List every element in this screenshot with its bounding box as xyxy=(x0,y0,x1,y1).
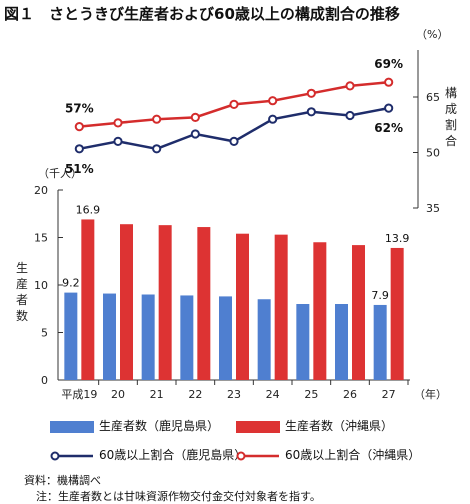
bar-okinawa xyxy=(313,242,327,380)
bar-x-unit: （年） xyxy=(414,387,447,401)
bar-okinawa xyxy=(158,225,172,380)
line-point xyxy=(113,118,123,128)
line-point xyxy=(268,114,278,124)
bar-okinawa xyxy=(236,233,249,380)
bar-kagoshima xyxy=(296,304,310,380)
bar-y-unit: （千人） xyxy=(38,167,82,180)
line-point xyxy=(190,112,200,122)
legend-line-okinawa-icon xyxy=(236,451,279,460)
bar-y-tick-label: 10 xyxy=(34,279,48,292)
bar-okinawa xyxy=(352,245,365,380)
bar-kagoshima xyxy=(335,304,348,380)
line-point xyxy=(190,129,200,139)
bar-y-tick-label: 20 xyxy=(34,184,48,197)
line-y-tick-label: 50 xyxy=(426,147,440,160)
legend-line-kagoshima-icon xyxy=(50,451,93,460)
bar-okinawa xyxy=(274,234,288,380)
line-point xyxy=(384,77,394,87)
line-point xyxy=(384,103,394,113)
bar-kagoshima xyxy=(219,296,232,380)
bar-kagoshima xyxy=(64,292,78,380)
bar-x-tick-label: 24 xyxy=(266,388,280,401)
bar-data-label-last: 7.9 xyxy=(371,289,389,302)
line-point xyxy=(306,88,316,98)
bar-x-tick-label: 26 xyxy=(343,388,357,401)
bar-okinawa xyxy=(81,219,95,380)
data-label-last: 69% xyxy=(374,57,403,71)
bar-x-tick-label: 20 xyxy=(111,388,125,401)
data-label-first: 51% xyxy=(65,162,94,176)
line-y-tick-label: 65 xyxy=(426,91,440,104)
bar-kagoshima xyxy=(257,299,271,380)
bar-kagoshima xyxy=(180,295,194,380)
line-chart: 35 50 65 （%） 構成割合 51% 62% 57% 69% xyxy=(65,28,457,215)
legend-bar-kagoshima: 生産者数（鹿児島県） xyxy=(50,417,219,434)
legend-bar-okinawa: 生産者数（沖縄県） xyxy=(236,417,393,434)
bar-okinawa xyxy=(390,247,404,380)
bar-y-axis-label-char: 数 xyxy=(16,308,28,323)
bar-okinawa xyxy=(120,224,133,380)
legend-line-okinawa: 60歳以上割合（沖縄県） xyxy=(236,446,420,463)
line-y-axis-label-char: 割 xyxy=(445,117,457,132)
line-point xyxy=(229,99,239,110)
legend-label-bar-okinawa: 生産者数（沖縄県） xyxy=(285,419,394,433)
bar-y-axis-label-char: 産 xyxy=(16,276,28,291)
bar-x-tick-label: 22 xyxy=(188,388,202,401)
bar-x-tick-label: 平成19 xyxy=(61,388,97,401)
line-y-unit: （%） xyxy=(416,28,448,41)
line-point xyxy=(345,81,355,91)
line-point xyxy=(152,114,162,124)
legend-label-line-okinawa: 60歳以上割合（沖縄県） xyxy=(285,448,421,462)
line-point xyxy=(113,136,123,146)
line-y-axis-label-char: 構 xyxy=(445,86,457,100)
bar-x-tick-label: 21 xyxy=(150,388,164,401)
bar-x-tick-label: 23 xyxy=(227,388,241,401)
bar-data-label-first: 9.2 xyxy=(62,277,80,290)
bar-kagoshima xyxy=(103,293,116,380)
line-point xyxy=(74,122,84,132)
bar-y-tick-label: 0 xyxy=(41,374,48,387)
bar-okinawa xyxy=(197,227,211,380)
bar-y-tick-label: 5 xyxy=(41,327,48,340)
bar-x-tick-label: 27 xyxy=(382,388,396,401)
bar-x-tick-label: 25 xyxy=(304,388,318,401)
chart-title: 図１ さとうきび生産者および60歳以上の構成割合の推移 xyxy=(4,5,400,23)
source-note: 資料：機構調べ xyxy=(24,474,101,487)
legend-label-line-kagoshima: 60歳以上割合（鹿児島県） xyxy=(99,448,247,462)
bar-y-tick-label: 15 xyxy=(34,232,48,245)
footnote: 注：生産者数とは甘味資源作物交付金交付対象者を指す。 xyxy=(36,490,321,503)
bar-y-axis-label-char: 生 xyxy=(16,261,28,275)
line-point xyxy=(152,144,162,154)
line-point xyxy=(229,136,239,146)
bar-kagoshima xyxy=(373,304,387,380)
line-y-axis-label-char: 成 xyxy=(445,102,457,116)
line-point xyxy=(268,96,278,106)
legend-label-bar-kagoshima: 生産者数（鹿児島県） xyxy=(99,419,220,433)
data-label-last: 62% xyxy=(374,121,403,135)
bar-kagoshima xyxy=(141,294,155,380)
bar-y-axis-label-char: 者 xyxy=(16,293,28,307)
legend-swatch-kagoshima-bar xyxy=(50,420,94,433)
bar-data-label-last: 13.9 xyxy=(385,232,410,245)
line-point xyxy=(74,144,84,154)
line-y-axis-label-char: 合 xyxy=(445,133,457,148)
line-point xyxy=(306,107,316,117)
data-label-first: 57% xyxy=(65,102,94,116)
legend-line-kagoshima: 60歳以上割合（鹿児島県） xyxy=(50,446,246,463)
bar-data-label-first: 16.9 xyxy=(76,203,101,216)
legend-swatch-okinawa-bar xyxy=(236,420,280,433)
line-point xyxy=(345,110,355,121)
line-y-tick-label: 35 xyxy=(426,202,440,215)
